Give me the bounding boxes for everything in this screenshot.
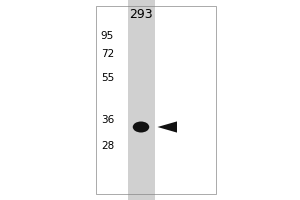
- Ellipse shape: [133, 121, 149, 132]
- Bar: [96, 6, 216, 194]
- Text: 72: 72: [101, 49, 114, 59]
- Text: 28: 28: [101, 141, 114, 151]
- Bar: [128, 0, 154, 200]
- Polygon shape: [158, 121, 177, 133]
- Text: 55: 55: [101, 73, 114, 83]
- Text: 95: 95: [101, 31, 114, 41]
- Text: 293: 293: [129, 8, 153, 21]
- Text: 36: 36: [101, 115, 114, 125]
